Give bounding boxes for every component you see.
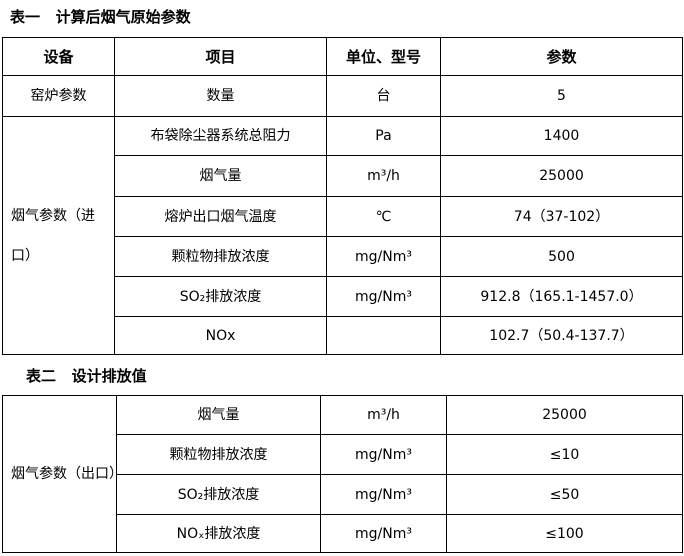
unit-cell: m³/h: [320, 395, 447, 435]
table-row: 窑炉参数 数量 台 5: [2, 75, 683, 117]
table-row: SO₂排放浓度 mg/Nm³ 912.8（165.1-1457.0）: [3, 276, 683, 317]
header-value: 参数: [440, 37, 683, 76]
unit-cell: mg/Nm³: [326, 236, 441, 277]
item-cell: 烟气量: [114, 155, 327, 197]
table-row: 烟气参数（出口） 烟气量 m³/h 25000: [2, 395, 683, 553]
value-cell: 102.7（50.4-137.7）: [440, 316, 683, 355]
unit-cell: mg/Nm³: [320, 474, 447, 515]
equipment-cell: 窑炉参数: [2, 75, 115, 117]
table-row: 烟气参数（进口） 布袋除尘器系统总阻力 Pa 1400: [2, 116, 683, 355]
value-cell: 912.8（165.1-1457.0）: [440, 276, 683, 317]
unit-cell: 台: [326, 75, 441, 117]
item-cell: NOₓ排放浓度: [116, 514, 321, 553]
value-cell: 25000: [440, 155, 683, 197]
item-cell: 颗粒物排放浓度: [114, 236, 327, 277]
table-row: NOₓ排放浓度 mg/Nm³ ≤100: [3, 514, 683, 553]
unit-cell: ℃: [326, 196, 441, 237]
item-cell: 数量: [114, 75, 327, 117]
item-cell: SO₂排放浓度: [114, 276, 327, 317]
value-cell: 1400: [440, 116, 683, 156]
item-cell: 熔炉出口烟气温度: [114, 196, 327, 237]
table-row: 熔炉出口烟气温度 ℃ 74（37-102）: [3, 196, 683, 237]
item-cell: 布袋除尘器系统总阻力: [114, 116, 327, 156]
raw-flue-gas-table: 设备 项目 单位、型号 参数 窑炉参数 数量 台 5 烟气参数（进口） 布袋除尘…: [2, 37, 683, 355]
unit-cell: mg/Nm³: [326, 276, 441, 317]
table-row: 烟气量 m³/h 25000: [3, 155, 683, 197]
unit-cell: [326, 316, 441, 355]
item-cell: NOx: [114, 316, 327, 355]
unit-cell: mg/Nm³: [320, 514, 447, 553]
value-cell: 5: [440, 75, 683, 117]
value-cell: 25000: [446, 395, 683, 435]
table-row: NOx 102.7（50.4-137.7）: [3, 316, 683, 355]
group-label-outlet: 烟气参数（出口）: [2, 395, 123, 553]
unit-cell: m³/h: [326, 155, 441, 197]
item-cell: SO₂排放浓度: [116, 474, 321, 515]
value-cell: 74（37-102）: [440, 196, 683, 237]
value-cell: ≤10: [446, 434, 683, 475]
value-cell: ≤50: [446, 474, 683, 515]
header-row: 设备 项目 单位、型号 参数: [2, 37, 683, 76]
group-label-inlet: 烟气参数（进口）: [2, 116, 115, 355]
table-row: 颗粒物排放浓度 mg/Nm³ 500: [3, 236, 683, 277]
item-cell: 烟气量: [116, 395, 321, 435]
unit-cell: Pa: [326, 116, 441, 156]
header-item: 项目: [114, 37, 327, 76]
header-unit: 单位、型号: [326, 37, 441, 76]
table-row: 颗粒物排放浓度 mg/Nm³ ≤10: [3, 434, 683, 475]
item-cell: 颗粒物排放浓度: [116, 434, 321, 475]
value-cell: ≤100: [446, 514, 683, 553]
design-emission-table: 烟气参数（出口） 烟气量 m³/h 25000 颗粒物排放浓度 mg/Nm³ ≤…: [2, 395, 683, 553]
table2-title: 表二 设计排放值: [26, 367, 147, 385]
value-cell: 500: [440, 236, 683, 277]
unit-cell: mg/Nm³: [320, 434, 447, 475]
header-equipment: 设备: [2, 37, 115, 76]
table1-title: 表一 计算后烟气原始参数: [10, 8, 191, 26]
